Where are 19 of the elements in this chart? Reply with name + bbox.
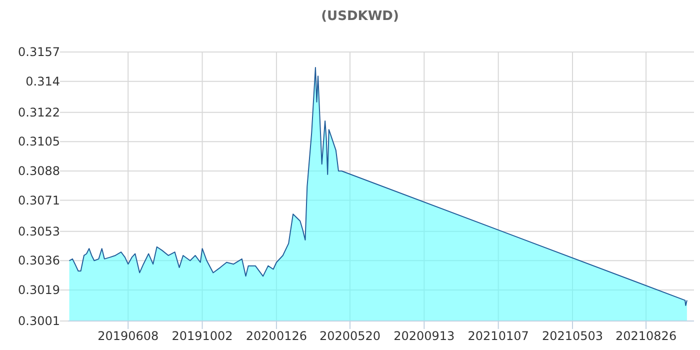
x-tick-label: 20210503 bbox=[542, 329, 604, 343]
y-tick-label: 0.3088 bbox=[18, 164, 60, 178]
x-tick-label: 20200126 bbox=[246, 329, 307, 343]
y-tick-label: 0.3122 bbox=[18, 105, 60, 120]
x-tick-label: 20190608 bbox=[98, 329, 159, 343]
y-tick-label: 0.3001 bbox=[18, 314, 60, 328]
x-tick-label: 20210826 bbox=[616, 329, 677, 343]
y-tick-label: 0.3019 bbox=[18, 282, 60, 297]
chart-title: (USDKWD) bbox=[321, 9, 399, 24]
y-tick-label: 0.3053 bbox=[18, 224, 60, 238]
y-tick-label: 0.3105 bbox=[18, 134, 60, 149]
x-tick-label: 20200913 bbox=[394, 329, 455, 343]
x-tick-label: 20191002 bbox=[172, 329, 233, 343]
y-tick-label: 0.3071 bbox=[18, 193, 60, 208]
y-tick-label: 0.3157 bbox=[18, 45, 60, 59]
y-tick-label: 0.3036 bbox=[18, 254, 60, 268]
x-tick-label: 20200520 bbox=[319, 329, 381, 343]
y-tick-label: 0.314 bbox=[26, 74, 60, 88]
x-tick-label: 20210107 bbox=[468, 329, 529, 343]
